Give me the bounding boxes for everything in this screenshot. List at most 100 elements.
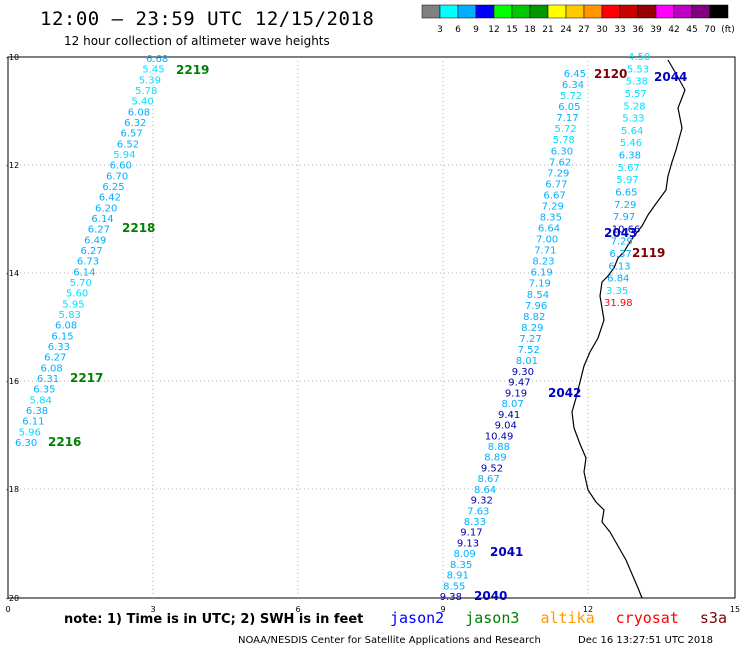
wave-height-value: 8.88 [488, 442, 510, 453]
wave-height-value: 6.33 [48, 342, 70, 353]
footnote: note: 1) Time is in UTC; 2) SWH is in fe… [64, 612, 364, 627]
wave-height-value: 9.41 [498, 410, 520, 421]
wave-height-value: 5.38 [626, 77, 648, 88]
wave-height-value: 7.97 [613, 212, 635, 223]
wave-height-value: 5.57 [625, 89, 647, 100]
wave-height-value: 8.67 [477, 474, 499, 485]
wave-height-value: 8.89 [484, 453, 506, 464]
wave-height-value: 6.27 [44, 353, 66, 364]
colorbar-label: 42 [668, 25, 679, 35]
legend-jason2: jason2 [390, 609, 445, 627]
y-tick-label: -20 [6, 594, 19, 603]
wave-height-value: 6.68 [146, 54, 168, 65]
footer: NOAA/NESDIS Center for Satellite Applica… [238, 635, 713, 646]
wave-height-value: 6.35 [33, 385, 55, 396]
wave-height-value: 8.91 [447, 571, 469, 582]
colorbar-label: (ft) [721, 25, 735, 35]
colorbar-label: 27 [578, 25, 589, 35]
pass-label-2218: 2218 [122, 221, 155, 235]
wave-height-value: 6.84 [607, 274, 629, 285]
x-tick-label: 9 [440, 605, 445, 614]
wave-height-value: 10.49 [485, 431, 514, 442]
footer-timestamp: Dec 16 13:27:51 UTC 2018 [578, 635, 713, 646]
colorbar-label: 30 [596, 25, 608, 35]
wave-height-value: 5.64 [621, 126, 643, 137]
x-tick-label: 6 [295, 605, 300, 614]
wave-height-value: 5.53 [627, 64, 649, 75]
wave-height-value: 6.20 [95, 203, 117, 214]
wave-height-value: 6.37 [609, 249, 631, 260]
wave-height-value: 6.73 [77, 257, 99, 268]
wave-height-value: 6.64 [538, 224, 560, 235]
wave-height-value: 5.39 [139, 75, 161, 86]
x-tick-label: 12 [583, 605, 593, 614]
wave-height-value: 6.38 [619, 151, 641, 162]
y-tick-label: -14 [6, 269, 19, 278]
wave-height-value: 5.67 [618, 163, 640, 174]
wave-height-value: 31.98 [604, 298, 633, 309]
colorbar-label: 15 [506, 25, 517, 35]
colorbar-label: 33 [614, 25, 625, 35]
wave-height-value: 6.42 [99, 193, 121, 204]
colorbar-label: 45 [686, 25, 697, 35]
y-tick-label: -18 [6, 485, 19, 494]
wave-height-value: 7.17 [556, 113, 578, 124]
wave-height-value: 9.30 [512, 367, 534, 378]
wave-height-value: 5.60 [66, 289, 88, 300]
wave-height-value: 6.31 [37, 374, 59, 385]
pass-label-2041: 2041 [490, 545, 523, 559]
wave-height-value: 7.71 [534, 246, 556, 257]
wave-height-value: 9.52 [481, 463, 503, 474]
color-scale-bar: 3 6 9 12 15 18 21 24 27 30 33 36 39 42 45 70 (ft) [421, 4, 735, 35]
wave-height-value: 5.96 [19, 427, 41, 438]
wave-height-value: 8.23 [532, 257, 554, 268]
colorbar-label: 12 [488, 25, 499, 35]
wave-height-value: 6.05 [558, 102, 580, 113]
pass-label-2042: 2042 [548, 386, 581, 400]
legend-cryosat: cryosat [615, 609, 679, 627]
wave-height-value: 6.19 [531, 268, 553, 279]
wave-height-value: 6.30 [15, 438, 37, 449]
wave-height-value: 5.33 [622, 114, 644, 125]
footer-credit: NOAA/NESDIS Center for Satellite Applica… [238, 635, 541, 646]
wave-height-value: 6.11 [22, 417, 44, 428]
wave-height-value: 6.32 [124, 118, 146, 129]
wave-height-value: 5.72 [560, 91, 582, 102]
pass-label-2044: 2044 [654, 70, 687, 84]
wave-height-value: 8.35 [450, 560, 472, 571]
legend-jason3: jason3 [465, 609, 520, 627]
wave-height-value: 5.94 [113, 150, 135, 161]
wave-height-value: 6.77 [545, 179, 567, 190]
wave-height-value: 8.33 [464, 517, 486, 528]
wave-height-value: 6.45 [564, 69, 586, 80]
pass-label-2040: 2040 [474, 589, 507, 603]
wave-height-value: 7.19 [529, 279, 551, 290]
wave-height-value: 9.19 [505, 388, 527, 399]
wave-height-value: 6.30 [551, 146, 573, 157]
wave-height-value: 8.54 [527, 290, 549, 301]
wave-height-value: 9.13 [457, 538, 479, 549]
wave-height-value: 5.72 [555, 124, 577, 135]
wave-height-value: 3.35 [606, 286, 628, 297]
wave-height-value: 7.96 [525, 301, 547, 312]
wave-height-value: 6.49 [84, 235, 106, 246]
colorbar-label: 21 [542, 25, 553, 35]
wave-height-value: 8.55 [443, 581, 465, 592]
y-tick-label: -16 [6, 377, 19, 386]
wave-height-value: 6.38 [26, 406, 48, 417]
wave-height-value: 5.40 [131, 97, 153, 108]
coastline [571, 59, 686, 599]
wave-height-value: 4.50 [628, 52, 650, 63]
legend-altika: altika [540, 609, 595, 627]
wave-height-value: 5.70 [70, 278, 92, 289]
y-tick-label: -12 [6, 161, 19, 170]
map-frame [7, 56, 736, 599]
colorbar-label: 3 [437, 25, 443, 35]
colorbar-label: 70 [704, 25, 716, 35]
wave-height-value: 6.14 [73, 267, 95, 278]
wave-height-value: 8.29 [521, 323, 543, 334]
wave-height-value: 10.66 [612, 224, 641, 235]
wave-height-value: 6.27 [88, 225, 110, 236]
wave-height-value: 6.13 [608, 261, 630, 272]
